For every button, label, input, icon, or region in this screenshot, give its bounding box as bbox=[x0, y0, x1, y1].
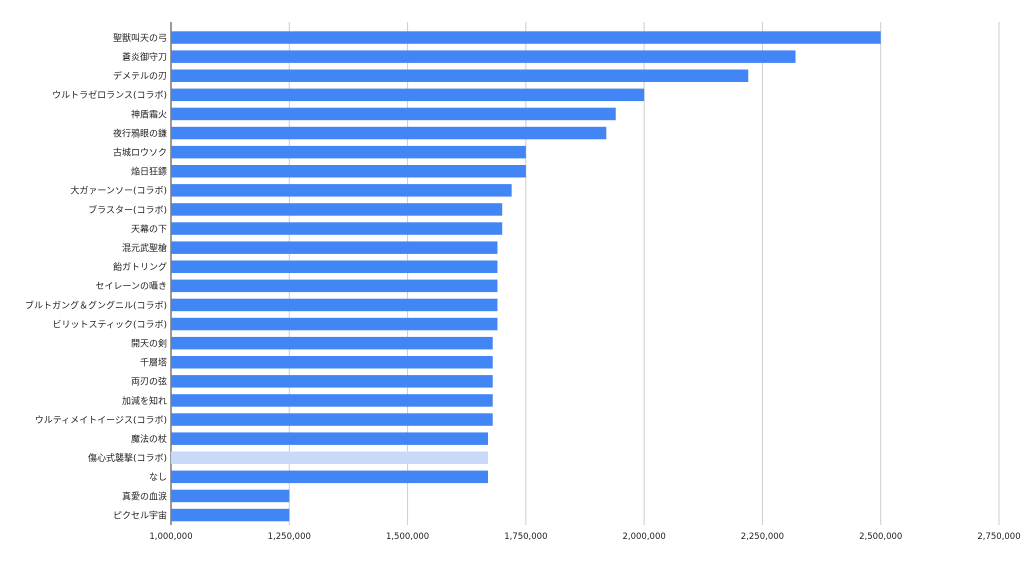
category-label: ウルトラゼロランス(コラボ) bbox=[52, 89, 167, 101]
category-label: 開天の剣 bbox=[131, 338, 167, 349]
category-label: ビリットスティック(コラボ) bbox=[53, 319, 167, 330]
category-label: 蒼炎御守刀 bbox=[122, 51, 167, 63]
bar[interactable] bbox=[171, 279, 498, 293]
x-tick-label: 1,750,000 bbox=[504, 532, 547, 542]
category-label: 千層塔 bbox=[140, 357, 167, 369]
x-tick-label: 1,000,000 bbox=[149, 532, 192, 542]
bar[interactable] bbox=[171, 432, 489, 445]
category-label: ブラスター(コラボ) bbox=[88, 204, 167, 216]
category-label: 聖獣叫天の弓 bbox=[113, 32, 167, 44]
bar[interactable] bbox=[171, 394, 493, 407]
x-tick-label: 1,250,000 bbox=[268, 532, 311, 542]
category-label: ブルトガング＆グングニル(コラボ) bbox=[25, 299, 167, 311]
bar[interactable] bbox=[171, 317, 498, 331]
category-label: 大ガァーンソー(コラボ) bbox=[70, 185, 167, 197]
bar[interactable] bbox=[171, 145, 526, 159]
bar[interactable] bbox=[171, 241, 498, 254]
category-label: デメテルの刃 bbox=[113, 70, 167, 82]
x-tick-label: 2,250,000 bbox=[741, 532, 784, 542]
category-label: 古城ロウソク bbox=[113, 146, 167, 158]
category-label: 真愛の血涙 bbox=[122, 490, 167, 502]
bar[interactable] bbox=[171, 184, 512, 197]
category-label: 両刃の弦 bbox=[131, 376, 167, 388]
x-tick-label: 1,500,000 bbox=[386, 532, 429, 542]
bar[interactable] bbox=[171, 451, 489, 465]
bar[interactable] bbox=[171, 375, 493, 388]
bar[interactable] bbox=[171, 69, 749, 83]
category-label: セイレーンの囁き bbox=[95, 281, 167, 292]
bar[interactable] bbox=[171, 470, 489, 484]
bar[interactable] bbox=[171, 203, 503, 216]
x-axis-tick-labels: 1,000,000 1,250,000 1,500,000 1,750,000 2,00… bbox=[149, 532, 1020, 542]
bars bbox=[171, 31, 881, 522]
bar[interactable] bbox=[171, 356, 493, 369]
category-label: 天幕の下 bbox=[131, 223, 167, 235]
bar[interactable] bbox=[171, 489, 290, 503]
category-label: 飴ガトリング bbox=[113, 261, 167, 273]
category-label: 混元武聖槍 bbox=[122, 242, 167, 254]
gridlines bbox=[170, 22, 1000, 525]
category-label: 神盾霜火 bbox=[131, 108, 167, 120]
x-tick-label: 2,500,000 bbox=[859, 532, 902, 542]
bar[interactable] bbox=[171, 222, 503, 235]
x-tick-label: 2,000,000 bbox=[623, 532, 666, 542]
category-label: 焔日狂鏢 bbox=[131, 166, 167, 178]
bar[interactable] bbox=[171, 107, 616, 121]
bar[interactable] bbox=[171, 88, 645, 102]
x-tick-label: 2,750,000 bbox=[977, 532, 1020, 542]
category-label: ウルティメイトイージス(コラボ) bbox=[35, 415, 167, 426]
bar[interactable] bbox=[171, 165, 526, 178]
bar[interactable] bbox=[171, 298, 498, 312]
category-label: ピクセル宇宙 bbox=[113, 509, 167, 521]
bar[interactable] bbox=[171, 336, 493, 350]
bar[interactable] bbox=[171, 126, 607, 140]
category-label: 夜行鴉眼の鎌 bbox=[113, 127, 167, 139]
category-label: なし bbox=[149, 472, 167, 483]
category-label: 加減を知れ bbox=[122, 395, 167, 407]
category-label: 傷心式襲撃(コラボ) bbox=[88, 452, 167, 464]
bar[interactable] bbox=[171, 260, 498, 274]
category-label: 魔法の杖 bbox=[131, 433, 167, 445]
bar[interactable] bbox=[171, 31, 881, 44]
bar[interactable] bbox=[171, 413, 493, 426]
bar[interactable] bbox=[171, 50, 796, 63]
bar[interactable] bbox=[171, 508, 290, 522]
